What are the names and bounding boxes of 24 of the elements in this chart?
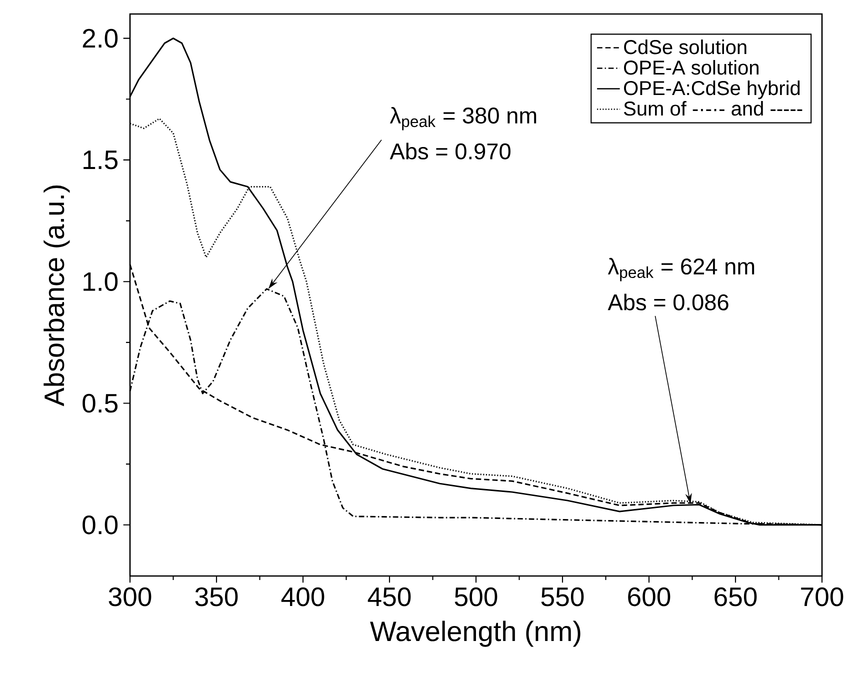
x-tick-label: 350 (195, 587, 238, 606)
y-tick-label: 0.0 (82, 515, 118, 534)
legend-label: Sum of -·-·- and ----- (624, 101, 802, 116)
x-tick-label: 550 (541, 587, 584, 606)
y-tick-label: 2.0 (82, 28, 118, 48)
x-tick-label: 500 (454, 587, 498, 606)
legend-label: OPE-A:CdSe hybrid (624, 80, 800, 100)
x-tick-label: 700 (801, 587, 844, 606)
y-tick-label: 1.5 (84, 150, 118, 170)
x-tick-label: 300 (108, 587, 152, 606)
legend-label: CdSe solution (624, 40, 746, 54)
annotation: Abs = 0.970 (390, 142, 510, 160)
x-tick-label: 650 (714, 587, 757, 606)
annotation: λ$_{peak}$ = 624 nm (608, 258, 754, 282)
annotation: λ$_{peak}$ = 380 nm (390, 106, 536, 130)
y-axis-title: Absorbance (a.u.) (44, 185, 70, 406)
annotation: Abs = 0.086 (608, 294, 728, 310)
legend-label: OPE-A solution (624, 60, 758, 75)
x-tick-label: 600 (628, 587, 670, 606)
x-tick-label: 400 (281, 587, 324, 606)
y-tick-label: 0.5 (82, 394, 118, 413)
y-tick-label: 1.0 (84, 272, 118, 292)
x-tick-label: 450 (368, 587, 411, 606)
x-axis-title: Wavelength (nm) (370, 620, 580, 647)
